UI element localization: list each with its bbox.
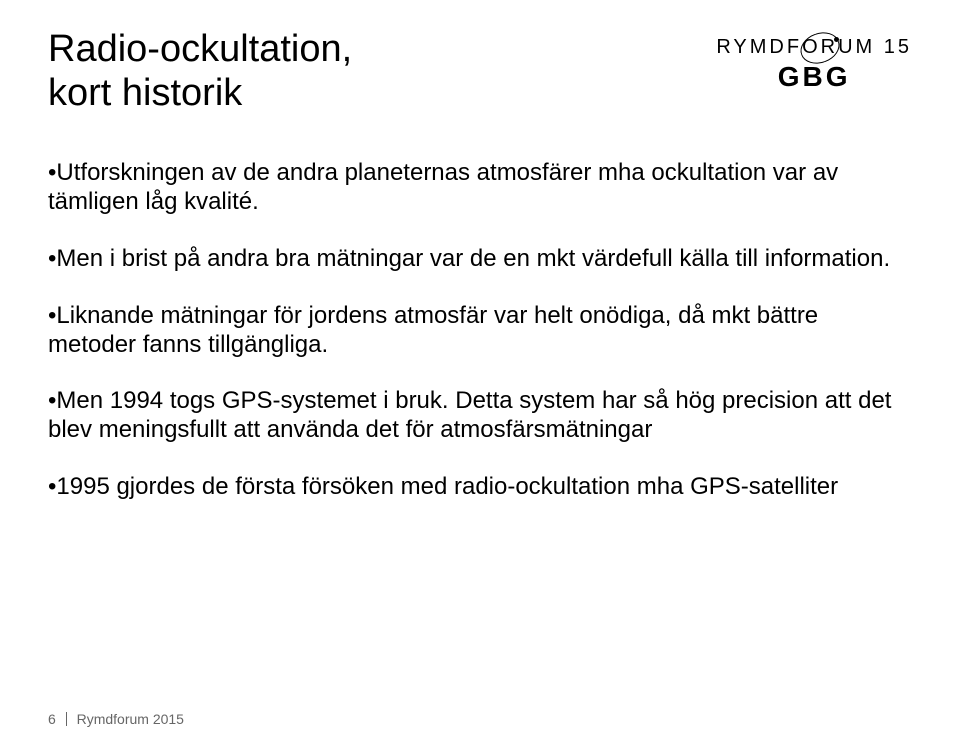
title-line-2: kort historik (48, 72, 716, 116)
bullet-item: •1995 gjordes de första försöken med rad… (48, 473, 912, 502)
footer-divider (66, 712, 67, 726)
bullet-item: •Liknande mätningar för jordens atmosfär… (48, 302, 912, 360)
bullet-item: •Utforskningen av de andra planeternas a… (48, 159, 912, 217)
page-number: 6 (48, 711, 56, 727)
footer-title: Rymdforum 2015 (77, 711, 184, 727)
logo-bottom-text: GBG (716, 61, 912, 93)
slide-title: Radio-ockultation, kort historik (48, 28, 716, 115)
logo: RYMDFORUM 15 GBG (716, 36, 912, 93)
bullet-item: •Men 1994 togs GPS-systemet i bruk. Dett… (48, 387, 912, 445)
title-line-1: Radio-ockultation, (48, 28, 716, 72)
footer: 6 Rymdforum 2015 (48, 711, 184, 727)
bullet-item: •Men i brist på andra bra mätningar var … (48, 245, 912, 274)
content-area: •Utforskningen av de andra planeternas a… (48, 159, 912, 501)
